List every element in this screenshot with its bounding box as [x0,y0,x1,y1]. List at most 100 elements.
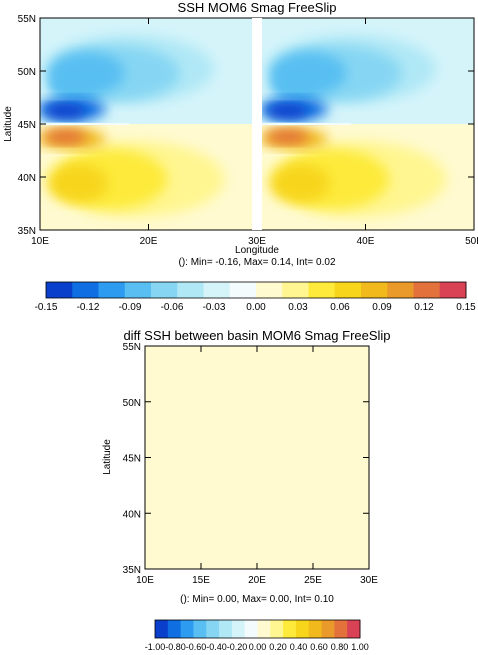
x-tick-label: 40E [357,236,375,247]
colorbar-swatch [283,620,297,638]
colorbar-swatch [167,620,182,638]
colorbar-label: 0.60 [310,642,328,652]
y-tick-label: 40N [18,173,36,184]
x-tick-label: 15E [192,575,210,586]
x-tick-label: 10E [31,236,49,247]
top-title: SSH MOM6 Smag FreeSlip [178,0,337,15]
colorbar-bottom: -1.00 -0.80 -0.60 -0.40 -0.20 0.00 0.20 0.40 0.6… [145,619,369,652]
top-xlabel: Longitude [235,245,279,256]
colorbar-label: -0.06 [161,302,184,313]
colorbar-swatch [361,282,388,298]
colorbar-swatch [257,620,271,638]
colorbar-swatch [229,282,257,298]
y-tick-label: 35N [18,226,36,237]
y-tick-label: 35N [123,565,141,576]
y-tick-label: 40N [123,509,141,520]
ssh-contour-region [48,164,108,203]
colorbar-label: 0.09 [372,302,392,313]
bottom-plot-area [144,345,370,570]
y-tick-label: 50N [18,67,36,78]
colorbar-label: -0.03 [203,302,226,313]
ssh-contour-region [270,71,322,101]
x-tick-label: 20E [140,236,158,247]
colorbar-swatch [334,620,348,638]
colorbar-frame [45,281,467,299]
colorbar-swatch [124,282,152,298]
colorbar-swatch [256,282,283,298]
ssh-contour-region [48,71,100,101]
ssh-contour-region [44,129,87,145]
x-tick-label: 30E [360,575,378,586]
panel-gap [252,18,262,230]
colorbar-swatch [151,282,178,298]
top-axis-ticks: 35N 40N 45N 50N 55N 10E 20E 30E 40E 50E [18,14,478,247]
colorbar-top: -0.15 -0.12 -0.09 -0.06 -0.03 0.00 0.03 0.06 0.0… [35,281,476,313]
colorbar-label: 0.80 [331,642,349,652]
y-tick-label: 45N [18,120,36,131]
ssh-contour-region [266,129,309,145]
colorbar-label: 0.06 [330,302,350,313]
ssh-jet-boundary [262,123,352,125]
x-tick-label: 50E [465,236,478,247]
y-tick-label: 55N [18,14,36,25]
colorbar-swatch [439,282,467,298]
colorbar-label: 0.00 [249,642,267,652]
colorbar-label: 0.03 [288,302,308,313]
colorbar-swatch [219,620,233,638]
colorbar-label: 1.00 [351,642,369,652]
colorbar-swatch [155,620,169,638]
colorbar-label: 0.00 [246,302,266,313]
colorbar-swatch [282,282,309,298]
bottom-title: diff SSH between basin MOM6 Smag FreeSli… [123,328,390,343]
colorbar-label: 0.40 [290,642,308,652]
top-panel-left [40,18,252,230]
bottom-ylabel: Latitude [102,439,113,475]
colorbar-label: 0.20 [269,642,287,652]
colorbar-label: -0.60 [186,642,207,652]
colorbar-swatch [46,282,73,298]
colorbar-swatch [295,620,310,638]
colorbar-swatch [177,282,204,298]
colorbar-label: -1.00 [145,642,166,652]
colorbar-swatch [203,282,231,298]
bottom-stats: (): Min= 0.00, Max= 0.00, Int= 0.10 [180,594,334,605]
colorbar-swatch [72,282,99,298]
colorbar-label: -0.20 [227,642,248,652]
top-ylabel: Latitude [3,106,14,142]
colorbar-label: -0.15 [35,302,58,313]
colorbar-label: -0.09 [119,302,142,313]
colorbar-swatch [321,620,335,638]
top-panel-right [262,18,474,230]
colorbar-swatch [413,282,441,298]
x-tick-label: 30E [248,236,266,247]
colorbar-label: -0.40 [206,642,227,652]
y-tick-label: 45N [123,454,141,465]
y-tick-label: 50N [123,398,141,409]
colorbar-swatch [244,620,258,638]
x-tick-label: 25E [304,575,322,586]
colorbar-swatch [308,282,336,298]
colorbar-label: 0.12 [414,302,434,313]
colorbar-label: -0.12 [77,302,100,313]
colorbar-swatch [206,620,220,638]
colorbar-swatch [193,620,207,638]
colorbar-swatch [98,282,126,298]
bottom-axis-ticks: 35N 40N 45N 50N 55N 10E 15E 20E 25E 30E [123,342,379,586]
x-tick-label: 20E [248,575,266,586]
colorbar-frame [154,619,361,639]
colorbar-swatch [308,620,323,638]
colorbar-swatch [334,282,362,298]
y-tick-label: 55N [123,342,141,353]
colorbar-label: -0.80 [165,642,186,652]
ssh-contour-region [270,164,330,203]
ssh-jet-boundary [40,123,130,125]
ssh-contour-region [266,103,309,119]
colorbar-swatch [270,620,284,638]
x-tick-label: 10E [136,575,154,586]
colorbar-swatch [387,282,414,298]
colorbar-swatch [347,620,361,638]
top-stats: (): Min= -0.16, Max= 0.14, Int= 0.02 [178,257,335,268]
ssh-contour-region [44,103,87,119]
colorbar-swatch [231,620,246,638]
